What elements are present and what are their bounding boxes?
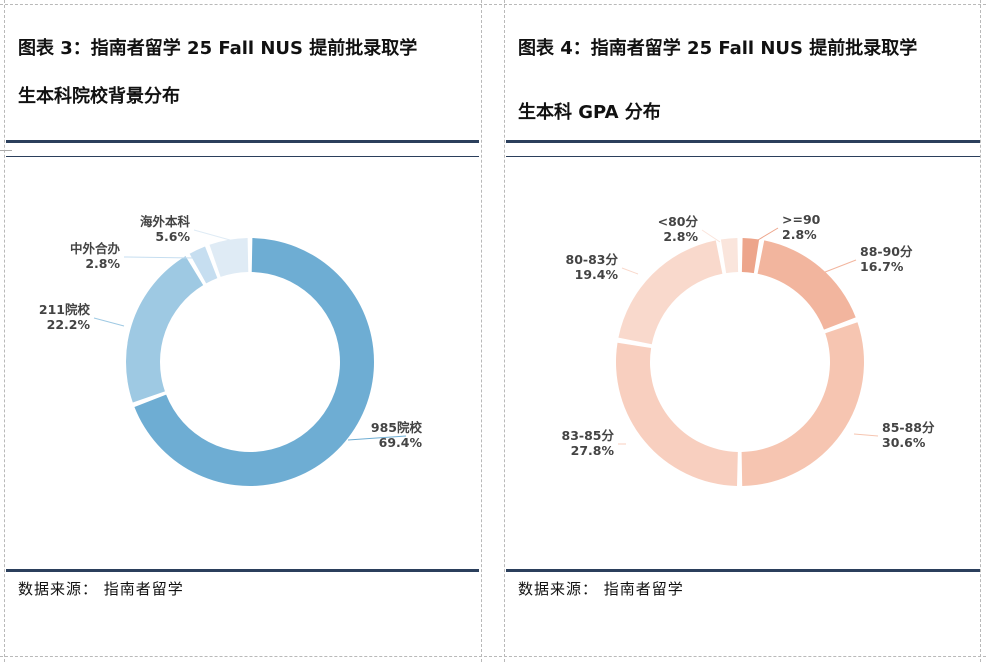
slice-name-label: 中外合办 [70,241,121,256]
divider-tick [0,150,12,151]
slice-value-label: 2.8% [782,227,817,242]
leader-line [819,259,857,275]
slice-value-label: 5.6% [155,229,190,244]
left-source: 数据来源： 指南者留学 [18,580,184,598]
slice-3 [189,246,218,284]
source-rule [506,569,980,572]
leader-line [93,317,125,327]
right-title-line2: 生本科 GPA 分布 [518,102,661,123]
slice-name-label: 83-85分 [562,428,615,443]
slice-4 [209,238,249,277]
right-source: 数据来源： 指南者留学 [518,580,684,598]
slice-value-label: 16.7% [860,259,904,274]
right-donut-chart: >=902.8%88-90分16.7%85-88分30.6%83-85分27.8… [562,212,935,486]
slice-value-label: 69.4% [379,435,423,450]
grid-line [481,0,482,662]
slice-value-label: 27.8% [571,443,615,458]
slice-value-label: 2.8% [85,256,120,271]
slice-value-label: 19.4% [575,267,619,282]
grid-line [4,0,5,662]
slice-value-label: 2.8% [663,229,698,244]
slice-value-label: 22.2% [47,317,91,332]
grid-line [0,4,986,5]
leader-line [853,433,879,437]
grid-line [980,0,981,662]
slice-name-label: <80分 [658,214,699,229]
slice-name-label: 85-88分 [882,420,935,435]
slice-name-label: 985院校 [371,420,423,435]
slice-6 [720,238,739,274]
right-title-line1: 图表 4：指南者留学 25 Fall NUS 提前批录取学 [518,38,918,59]
leader-line [621,267,639,275]
slice-3 [741,322,864,486]
slice-name-label: 海外本科 [140,214,191,229]
slice-4 [616,342,738,486]
slice-2 [757,240,856,330]
leader-line [757,227,779,241]
slice-1 [741,238,760,274]
title-rule [506,140,980,143]
leader-line [123,256,195,259]
grid-line [504,0,505,662]
title-rule [506,156,980,157]
title-rule [6,156,479,157]
leader-line [347,435,407,441]
slice-name-label: 211院校 [39,302,91,317]
leader-line [701,229,721,243]
slice-value-label: 30.6% [882,435,926,450]
slice-name-label: 80-83分 [566,252,619,267]
slice-name-label: 88-90分 [860,244,913,259]
slice-name-label: >=90 [782,212,821,227]
title-rule [6,140,479,143]
leader-line [193,229,231,241]
left-title-line2: 生本科院校背景分布 [18,86,180,107]
slice-5 [618,240,723,345]
left-title-line1: 图表 3：指南者留学 25 Fall NUS 提前批录取学 [18,38,418,59]
grid-line [0,656,986,657]
slice-2 [125,256,204,403]
source-rule [6,569,479,572]
